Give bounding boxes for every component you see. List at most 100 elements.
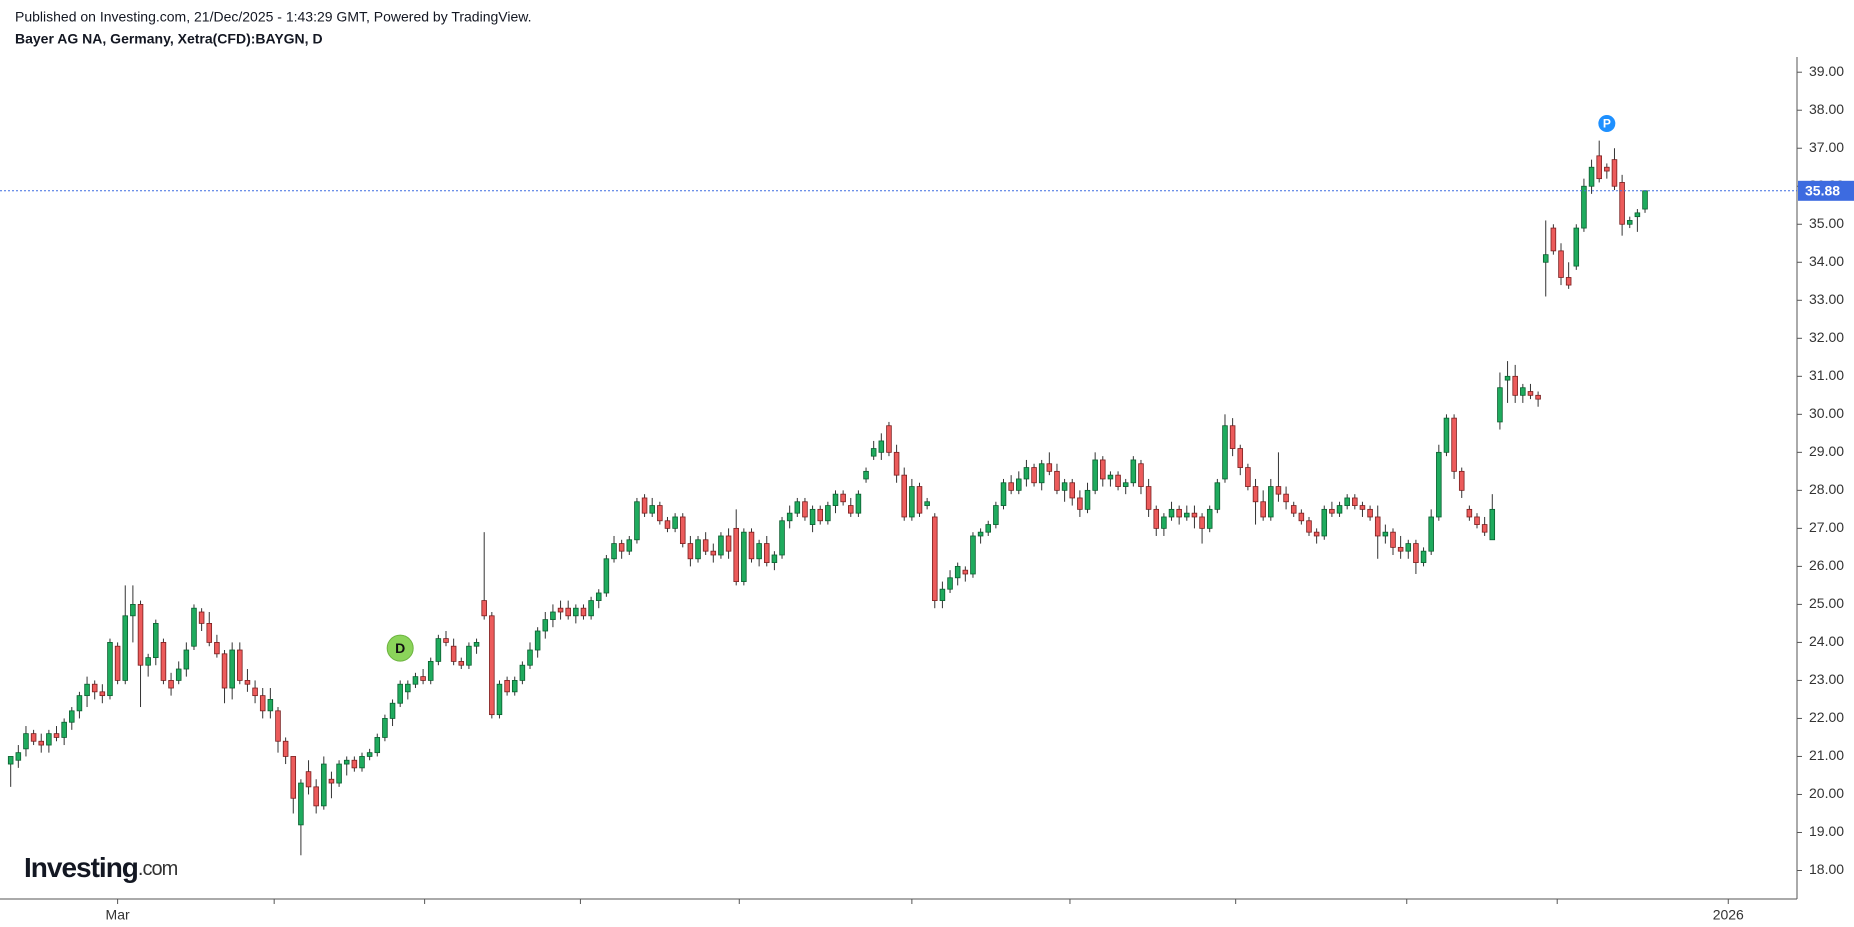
candle-body bbox=[1405, 543, 1412, 552]
candle-body bbox=[1130, 459, 1137, 484]
candle-body bbox=[1260, 501, 1266, 518]
y-tick-label: 21.00 bbox=[1809, 747, 1844, 763]
candle-body bbox=[374, 737, 381, 754]
candle-body bbox=[1122, 482, 1129, 487]
candle-body bbox=[1298, 512, 1305, 522]
candle-body bbox=[1069, 482, 1076, 499]
candle-body bbox=[1161, 516, 1167, 529]
candle-body bbox=[1581, 185, 1587, 229]
candle-body bbox=[114, 645, 121, 681]
candle-body bbox=[458, 661, 465, 666]
candle-body bbox=[1489, 508, 1496, 541]
candle-body bbox=[237, 649, 243, 681]
candle-body bbox=[191, 607, 197, 647]
candle-body bbox=[802, 501, 808, 518]
candle-body bbox=[1046, 463, 1053, 472]
candle-body bbox=[405, 683, 411, 693]
candle-body bbox=[664, 520, 671, 529]
candle-body bbox=[1565, 277, 1572, 286]
axes: 18.00 19.00 20.00 21.00 22.00 23.00 24.00 25.00… bbox=[0, 57, 1844, 923]
y-tick-label: 22.00 bbox=[1809, 709, 1844, 725]
candle-body bbox=[267, 699, 274, 712]
candle-body bbox=[878, 440, 885, 453]
candle-body bbox=[1420, 550, 1427, 563]
candle-body bbox=[870, 448, 877, 457]
candle-body bbox=[809, 508, 816, 525]
candle-body bbox=[771, 554, 778, 563]
y-tick-label: 26.00 bbox=[1809, 557, 1844, 573]
candle-body bbox=[1023, 467, 1030, 480]
y-tick-label: 23.00 bbox=[1809, 671, 1844, 687]
candle-body bbox=[1229, 425, 1236, 449]
candle-body bbox=[290, 756, 297, 799]
candle-body bbox=[947, 577, 953, 590]
candle-body bbox=[649, 505, 655, 514]
candle-body bbox=[710, 550, 717, 556]
candle-body bbox=[641, 497, 648, 514]
candle-body bbox=[1588, 166, 1595, 187]
candle-body bbox=[1497, 387, 1503, 423]
candle-body bbox=[69, 710, 75, 723]
candle-body bbox=[1520, 387, 1526, 396]
candle-body bbox=[1313, 531, 1320, 537]
candle-body bbox=[794, 501, 801, 514]
candle-body bbox=[107, 642, 113, 697]
y-tick-label: 19.00 bbox=[1809, 823, 1844, 839]
candle-body bbox=[886, 425, 892, 453]
candle-body bbox=[84, 683, 90, 697]
candle-body bbox=[1138, 463, 1144, 487]
candle-body bbox=[122, 615, 129, 681]
candle-body bbox=[282, 740, 289, 757]
candle-body bbox=[1038, 463, 1045, 484]
candle-body bbox=[1397, 546, 1404, 552]
candle-body bbox=[1359, 505, 1366, 510]
candle-body bbox=[313, 786, 319, 807]
candle-body bbox=[1077, 497, 1083, 510]
candle-body bbox=[779, 520, 785, 556]
candle-body bbox=[1222, 425, 1228, 480]
candle-body bbox=[542, 619, 549, 632]
candle-body bbox=[481, 600, 487, 617]
candle-body bbox=[214, 642, 220, 655]
candle-body bbox=[1604, 166, 1610, 172]
candle-body bbox=[420, 676, 426, 681]
candle-body bbox=[1008, 482, 1014, 491]
y-tick-label: 39.00 bbox=[1809, 63, 1844, 79]
candle-body bbox=[977, 531, 984, 537]
y-tick-label: 25.00 bbox=[1809, 595, 1844, 611]
candle-body bbox=[1466, 508, 1473, 518]
event-marker bbox=[386, 634, 414, 662]
event-marker-label: P bbox=[1603, 117, 1611, 131]
candle-body bbox=[1061, 482, 1068, 491]
candle-body bbox=[1168, 508, 1175, 518]
candle-body bbox=[611, 543, 617, 560]
candle-body bbox=[1199, 516, 1205, 529]
candle-body bbox=[1306, 520, 1312, 533]
candle-body bbox=[1336, 505, 1343, 514]
candle-body bbox=[817, 508, 823, 522]
candle-body bbox=[343, 759, 350, 765]
candle-body bbox=[695, 539, 701, 560]
candle-body bbox=[443, 638, 449, 643]
candle-body bbox=[1153, 508, 1160, 529]
candle-body bbox=[970, 535, 976, 575]
candle-body bbox=[244, 680, 251, 685]
candle-body bbox=[985, 524, 992, 533]
candle-body bbox=[527, 649, 533, 666]
candle-body bbox=[687, 543, 694, 560]
candle-body bbox=[1642, 190, 1648, 210]
y-tick-label: 37.00 bbox=[1809, 139, 1844, 155]
candle-body bbox=[1191, 512, 1198, 518]
candle-body bbox=[993, 505, 999, 525]
candle-body bbox=[565, 607, 571, 617]
candle-body bbox=[1558, 250, 1564, 278]
candle-body bbox=[53, 733, 60, 738]
candle-body bbox=[901, 474, 907, 518]
candle-body bbox=[588, 600, 594, 617]
candle-body bbox=[76, 695, 83, 712]
candle-body bbox=[718, 535, 724, 556]
candle-body bbox=[618, 543, 625, 552]
x-tick-label: 2026 bbox=[1713, 907, 1744, 923]
candle-body bbox=[916, 486, 923, 514]
